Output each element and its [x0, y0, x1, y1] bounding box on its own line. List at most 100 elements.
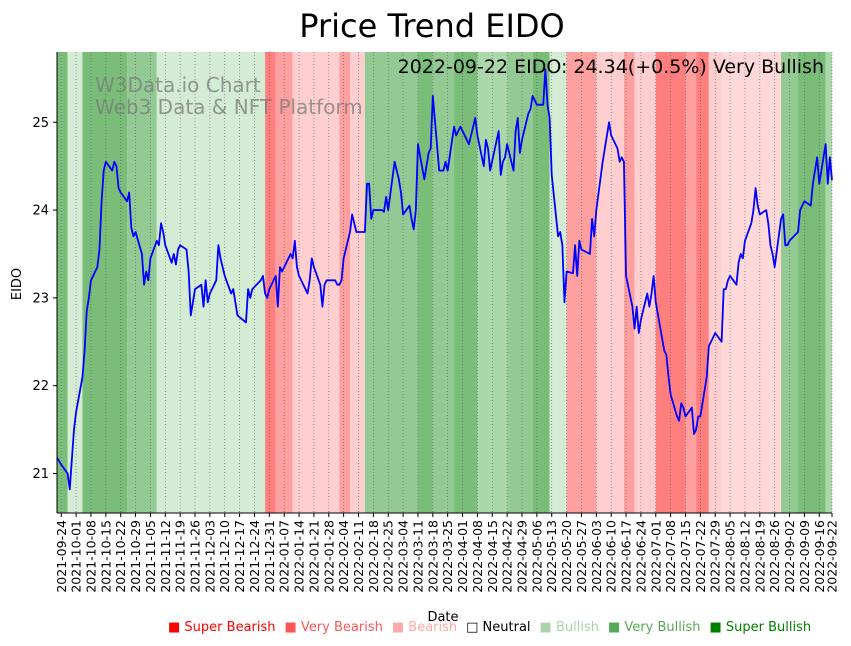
legend-swatch: ■	[607, 620, 621, 635]
x-axis-label: Date	[427, 610, 458, 625]
x-tick-label: 2022-06-24	[633, 520, 648, 593]
x-tick-label: 2022-08-05	[723, 520, 738, 593]
x-tick-label: 2022-01-21	[306, 520, 321, 593]
x-tick-label: 2022-03-11	[410, 520, 425, 593]
sentiment-band	[275, 52, 293, 513]
x-tick-label: 2022-03-18	[425, 520, 440, 593]
sentiment-band	[76, 52, 83, 513]
sentiment-band	[454, 52, 478, 513]
x-tick-label: 2022-05-20	[559, 520, 574, 593]
sentiment-band	[127, 52, 157, 513]
legend-label: Bearish	[404, 620, 458, 635]
x-tick-label: 2022-06-10	[604, 520, 619, 593]
legend-swatch: □	[466, 620, 479, 635]
watermark: W3Data.io Chart Web3 Data & NFT Platform	[95, 73, 363, 119]
legend-label: Very Bearish	[296, 620, 383, 635]
x-tick-label: 2022-04-22	[500, 520, 515, 593]
x-tick-label: 2021-12-24	[247, 520, 262, 593]
sentiment-band	[549, 52, 567, 513]
x-tick-label: 2022-03-04	[396, 520, 411, 593]
legend-item: ■ Very Bullish	[608, 620, 701, 635]
sentiment-band	[69, 52, 77, 513]
price-annotation: 2022-09-22 EIDO: 24.34(+0.5%) Very Bulli…	[398, 56, 824, 78]
legend-label: Neutral	[478, 620, 531, 635]
x-tick-label: 2022-02-04	[336, 520, 351, 593]
x-tick-label: 2022-07-01	[648, 520, 663, 593]
x-tick-label: 2022-09-22	[825, 520, 840, 593]
legend-item: ■ Bearish	[392, 620, 457, 635]
x-tick-label: 2022-05-06	[529, 520, 544, 593]
legend-item: ■ Super Bullish	[709, 620, 811, 635]
x-tick-label: 2022-07-29	[708, 520, 723, 593]
sentiment-band	[339, 52, 351, 513]
x-tick-label: 2022-08-12	[737, 520, 752, 593]
legend-item: ■ Bullish	[540, 620, 599, 635]
legend-swatch: ■	[391, 620, 405, 635]
sentiment-band	[696, 52, 709, 513]
x-tick-label: 2021-12-03	[202, 520, 217, 593]
y-tick-label: 22	[32, 379, 49, 394]
x-tick-label: 2022-06-17	[619, 520, 634, 593]
sentiment-band	[623, 52, 635, 513]
legend-item: □ Neutral	[466, 620, 530, 635]
x-tick-label: 2021-09-24	[54, 520, 69, 593]
sentiment-band	[781, 52, 799, 513]
x-tick-label: 2022-02-11	[351, 520, 366, 593]
sentiment-band	[634, 52, 656, 513]
sentiment-band	[364, 52, 418, 513]
legend-swatch: ■	[284, 620, 297, 635]
x-tick-label: 2021-11-26	[188, 520, 203, 593]
x-tick-label: 2022-09-02	[782, 520, 797, 593]
watermark-line-1: W3Data.io Chart	[95, 73, 261, 97]
chart-title: Price Trend EIDO	[299, 7, 564, 45]
sentiment-band	[798, 52, 826, 513]
legend-label: Bullish	[551, 620, 599, 635]
y-tick-label: 24	[32, 204, 49, 219]
x-tick-label: 2022-01-28	[321, 520, 336, 593]
legend: ■ Super Bearish ■ Very Bearish ■ Bearish □ …	[168, 620, 820, 635]
sentiment-band	[156, 52, 266, 513]
sentiment-band	[432, 52, 455, 513]
sentiment-band	[532, 52, 550, 513]
x-tick-label: 2022-07-15	[678, 520, 693, 593]
x-tick-label: 2022-04-29	[515, 520, 530, 593]
sentiment-band	[596, 52, 624, 513]
sentiment-band	[685, 52, 697, 513]
x-tick-label: 2022-07-22	[693, 520, 708, 593]
x-tick-label: 2021-10-01	[69, 520, 84, 593]
legend-swatch: ■	[168, 620, 181, 635]
x-tick-label: 2022-01-07	[277, 520, 292, 593]
x-tick-label: 2021-10-29	[128, 520, 143, 593]
x-tick-label: 2022-04-08	[470, 520, 485, 593]
x-tick-label: 2022-04-01	[455, 520, 470, 593]
x-tick-label: 2022-05-27	[574, 520, 589, 593]
sentiment-band	[57, 52, 62, 513]
y-tick-label: 25	[32, 116, 49, 131]
sentiment-band	[61, 52, 68, 513]
x-tick-label: 2022-04-15	[485, 520, 500, 593]
axes	[56, 52, 832, 514]
x-tick-label: 2021-11-19	[173, 520, 188, 593]
x-tick-label: 2022-02-25	[381, 520, 396, 593]
x-tick-label: 2021-10-22	[113, 520, 128, 593]
sentiment-band	[721, 52, 782, 513]
legend-item: ■ Super Bearish	[168, 620, 276, 635]
x-tick-label: 2022-09-09	[797, 520, 812, 593]
x-tick-label: 2021-10-08	[83, 520, 98, 593]
x-tick-label: 2021-10-15	[98, 520, 113, 593]
x-tick-label: 2022-08-26	[767, 520, 782, 593]
x-axis-ticks: 2021-09-24 2021-10-01 2021-10-08 2021-10-15…	[54, 513, 840, 593]
x-tick-label: 2022-01-14	[292, 520, 307, 593]
price-series	[56, 68, 833, 491]
x-tick-label: 2022-06-03	[589, 520, 604, 593]
x-tick-label: 2021-11-05	[143, 520, 158, 593]
legend-label: Very Bullish	[620, 620, 701, 635]
x-tick-label: 2021-12-31	[262, 520, 277, 593]
sentiment-band	[417, 52, 433, 513]
sentiment-band	[67, 52, 70, 513]
x-tick-label: 2022-05-13	[544, 520, 559, 593]
x-tick-label: 2022-08-19	[752, 520, 767, 593]
y-tick-label: 21	[32, 467, 49, 482]
y-axis-ticks: 21 22 23 24 25	[32, 116, 57, 482]
